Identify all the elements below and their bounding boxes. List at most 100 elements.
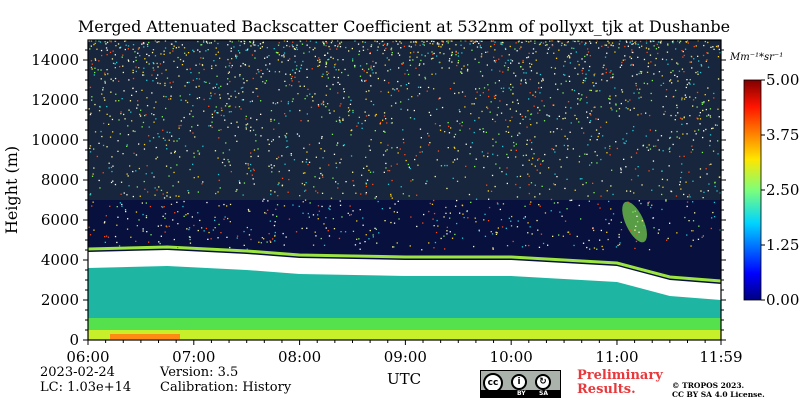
- noise-pixel: [391, 54, 393, 56]
- noise-pixel: [580, 98, 582, 100]
- noise-pixel: [242, 194, 244, 196]
- noise-pixel: [223, 203, 225, 206]
- noise-pixel: [408, 45, 410, 47]
- noise-pixel: [270, 190, 272, 192]
- noise-pixel: [286, 132, 288, 135]
- noise-pixel: [449, 231, 451, 233]
- noise-pixel: [431, 203, 434, 205]
- noise-pixel: [592, 182, 594, 184]
- noise-pixel: [317, 59, 319, 62]
- noise-pixel: [227, 78, 229, 80]
- noise-pixel: [548, 188, 551, 190]
- noise-pixel: [686, 234, 688, 236]
- noise-pixel: [320, 103, 323, 105]
- noise-pixel: [197, 176, 199, 178]
- noise-pixel: [447, 122, 449, 124]
- noise-pixel: [424, 78, 427, 80]
- noise-pixel: [234, 106, 237, 108]
- noise-pixel: [397, 43, 399, 45]
- noise-pixel: [409, 56, 411, 58]
- noise-pixel: [626, 190, 628, 192]
- noise-pixel: [636, 88, 638, 90]
- noise-pixel: [700, 64, 702, 66]
- noise-pixel: [365, 193, 367, 195]
- noise-pixel: [348, 50, 350, 52]
- noise-pixel: [386, 57, 388, 59]
- noise-pixel: [662, 186, 664, 188]
- noise-pixel: [364, 120, 366, 122]
- noise-pixel: [169, 82, 171, 84]
- noise-pixel: [624, 142, 626, 145]
- noise-pixel: [242, 62, 244, 65]
- noise-pixel: [661, 193, 663, 196]
- noise-pixel: [601, 180, 603, 182]
- noise-pixel: [520, 78, 523, 81]
- noise-pixel: [554, 173, 556, 175]
- noise-pixel: [679, 117, 682, 119]
- noise-pixel: [510, 62, 512, 64]
- noise-pixel: [620, 221, 622, 223]
- noise-pixel: [634, 229, 636, 231]
- noise-pixel: [525, 244, 527, 247]
- noise-pixel: [681, 99, 683, 101]
- noise-pixel: [669, 137, 671, 139]
- noise-pixel: [695, 45, 697, 47]
- noise-pixel: [122, 71, 124, 74]
- noise-pixel: [661, 170, 663, 172]
- noise-pixel: [398, 54, 401, 56]
- noise-pixel: [364, 241, 366, 243]
- noise-pixel: [676, 62, 678, 64]
- noise-pixel: [236, 235, 239, 237]
- noise-pixel: [193, 156, 195, 158]
- noise-pixel: [159, 63, 162, 65]
- noise-pixel: [696, 117, 698, 119]
- noise-pixel: [91, 175, 94, 177]
- noise-pixel: [138, 67, 140, 69]
- noise-pixel: [430, 114, 432, 116]
- noise-pixel: [291, 75, 293, 78]
- noise-pixel: [661, 75, 663, 77]
- noise-pixel: [189, 236, 191, 238]
- noise-pixel: [93, 148, 95, 150]
- noise-pixel: [163, 61, 165, 63]
- noise-pixel: [230, 111, 232, 113]
- noise-pixel: [201, 227, 203, 229]
- noise-pixel: [677, 112, 679, 114]
- noise-pixel: [495, 59, 497, 62]
- noise-pixel: [370, 85, 372, 87]
- noise-pixel: [149, 140, 151, 142]
- noise-pixel: [138, 47, 140, 49]
- noise-pixel: [231, 41, 233, 43]
- noise-pixel: [142, 230, 144, 232]
- noise-pixel: [132, 44, 135, 46]
- noise-pixel: [238, 92, 240, 95]
- noise-pixel: [653, 40, 655, 42]
- noise-pixel: [618, 115, 620, 117]
- noise-pixel: [360, 193, 362, 195]
- noise-pixel: [627, 201, 629, 203]
- noise-pixel: [407, 109, 409, 111]
- noise-pixel: [433, 52, 435, 55]
- noise-pixel: [216, 83, 218, 85]
- noise-pixel: [526, 57, 528, 59]
- noise-pixel: [716, 190, 718, 192]
- noise-pixel: [143, 46, 145, 48]
- noise-pixel: [703, 101, 705, 103]
- noise-pixel: [208, 82, 211, 84]
- noise-pixel: [586, 116, 589, 119]
- noise-pixel: [228, 65, 230, 67]
- noise-pixel: [550, 198, 553, 201]
- noise-pixel: [142, 71, 144, 73]
- noise-pixel: [157, 133, 159, 135]
- noise-pixel: [555, 145, 557, 147]
- noise-pixel: [146, 231, 148, 233]
- noise-pixel: [315, 156, 317, 158]
- noise-pixel: [587, 48, 589, 50]
- noise-pixel: [417, 86, 420, 88]
- noise-pixel: [461, 204, 463, 206]
- noise-pixel: [147, 45, 149, 47]
- noise-pixel: [676, 130, 678, 133]
- noise-pixel: [434, 123, 437, 125]
- noise-pixel: [592, 82, 594, 84]
- noise-pixel: [682, 133, 684, 135]
